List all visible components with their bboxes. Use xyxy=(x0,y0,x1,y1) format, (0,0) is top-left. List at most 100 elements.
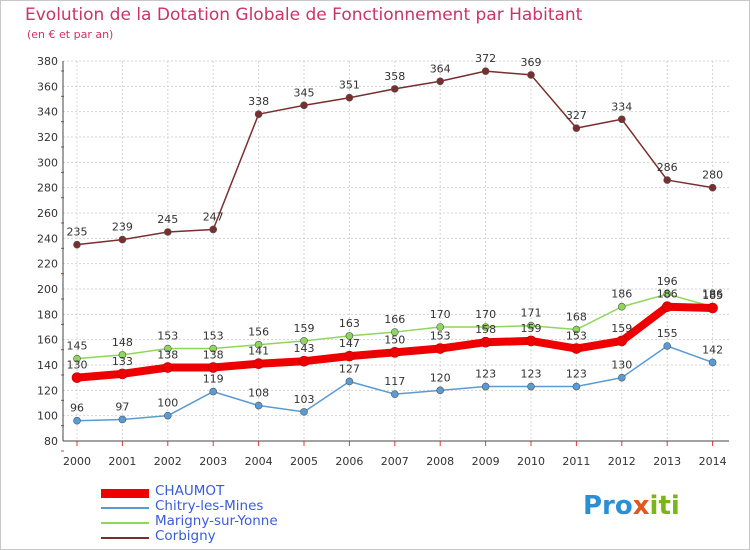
data-label-corbigny-2007: 358 xyxy=(384,70,405,83)
x-tick-label-2012: 2012 xyxy=(608,455,636,468)
data-label-marigny-sur-yonne-2012: 186 xyxy=(611,288,632,301)
point-corbigny-2014 xyxy=(708,183,717,192)
point-chaumot-2004 xyxy=(253,358,264,370)
x-tick-label-2008: 2008 xyxy=(426,455,454,468)
x-tick-label-2003: 2003 xyxy=(199,455,227,468)
data-label-chitry-les-mines-2011: 123 xyxy=(566,368,587,381)
data-label-corbigny-2006: 351 xyxy=(339,79,360,92)
data-label-chaumot-2009: 158 xyxy=(475,323,496,336)
legend-label-corbigny: Corbigny xyxy=(155,528,216,544)
legend-item-chaumot[interactable]: CHAUMOT xyxy=(101,483,361,500)
point-chaumot-2005 xyxy=(298,355,310,367)
point-chitry-les-mines-2003 xyxy=(209,387,217,396)
point-corbigny-2003 xyxy=(209,225,217,234)
point-chitry-les-mines-2005 xyxy=(300,408,308,416)
chart-subtitle: (en € et par an) xyxy=(27,28,114,41)
legend-item-corbigny[interactable]: Corbigny xyxy=(101,528,361,545)
point-chaumot-2014 xyxy=(707,302,718,314)
data-label-chitry-les-mines-2013: 155 xyxy=(657,327,678,340)
point-chitry-les-mines-2012 xyxy=(617,373,626,382)
data-label-marigny-sur-yonne-2000: 145 xyxy=(67,340,88,353)
legend-item-chitry-les-mines[interactable]: Chitry-les-Mines xyxy=(101,498,361,515)
y-tick-label-260: 260 xyxy=(37,207,58,220)
point-corbigny-2012 xyxy=(617,115,626,124)
logo-part-1: Pro xyxy=(583,491,633,521)
point-chaumot-2001 xyxy=(117,368,128,380)
x-tick-label-2011: 2011 xyxy=(562,455,590,468)
point-corbigny-2009 xyxy=(481,67,490,75)
point-chaumot-2007 xyxy=(389,347,401,358)
point-corbigny-2011 xyxy=(572,124,581,132)
y-tick-label-180: 180 xyxy=(37,308,58,321)
x-tick-label-2014: 2014 xyxy=(699,455,727,468)
y-tick-label-340: 340 xyxy=(37,106,58,119)
data-label-corbigny-2000: 235 xyxy=(67,226,88,239)
point-marigny-sur-yonne-2001 xyxy=(118,351,127,359)
data-label-chaumot-2010: 159 xyxy=(521,322,542,335)
x-tick-label-2009: 2009 xyxy=(472,455,500,468)
data-label-chaumot-2002: 138 xyxy=(157,349,178,362)
data-label-chaumot-2013: 186 xyxy=(657,288,678,301)
x-tick-label-2005: 2005 xyxy=(290,455,318,468)
data-label-chitry-les-mines-2004: 108 xyxy=(248,387,269,400)
data-label-marigny-sur-yonne-2001: 148 xyxy=(112,336,133,349)
legend-swatch-corbigny xyxy=(101,537,149,539)
point-corbigny-2004 xyxy=(254,110,263,118)
point-corbigny-2005 xyxy=(300,101,308,110)
point-chaumot-2013 xyxy=(661,301,673,313)
data-label-chaumot-2000: 130 xyxy=(67,359,88,372)
y-tick-label-160: 160 xyxy=(37,334,58,347)
y-tick-label-360: 360 xyxy=(37,80,58,93)
y-tick-label-140: 140 xyxy=(37,359,58,372)
data-label-corbigny-2011: 327 xyxy=(566,109,587,122)
data-label-chitry-les-mines-2000: 96 xyxy=(70,402,84,415)
point-chitry-les-mines-2014 xyxy=(708,358,717,367)
data-label-marigny-sur-yonne-2013: 196 xyxy=(657,275,678,288)
data-label-marigny-sur-yonne-2003: 153 xyxy=(203,330,224,343)
data-label-corbigny-2013: 286 xyxy=(657,161,678,174)
data-label-marigny-sur-yonne-2007: 166 xyxy=(384,313,405,326)
point-marigny-sur-yonne-2004 xyxy=(254,340,263,349)
point-marigny-sur-yonne-2003 xyxy=(209,344,217,353)
legend-swatch-chaumot xyxy=(101,489,149,498)
point-marigny-sur-yonne-2008 xyxy=(436,323,445,331)
y-tick-label-220: 220 xyxy=(37,258,58,271)
point-corbigny-2002 xyxy=(164,228,172,236)
x-tick-label-2010: 2010 xyxy=(517,455,545,468)
x-tick-label-2006: 2006 xyxy=(335,455,363,468)
data-label-chitry-les-mines-2001: 97 xyxy=(115,400,129,413)
legend-swatch-chitry-les-mines xyxy=(101,507,149,509)
data-label-chaumot-2012: 159 xyxy=(611,322,632,335)
point-chitry-les-mines-2009 xyxy=(481,382,490,391)
x-tick-label-2002: 2002 xyxy=(154,455,182,468)
data-label-chaumot-2007: 150 xyxy=(384,333,405,346)
point-chaumot-2000 xyxy=(71,372,83,383)
data-label-marigny-sur-yonne-2005: 159 xyxy=(294,322,315,335)
data-label-corbigny-2014: 280 xyxy=(702,169,723,182)
data-label-marigny-sur-yonne-2006: 163 xyxy=(339,317,360,330)
legend-label-chaumot: CHAUMOT xyxy=(155,483,225,499)
point-chitry-les-mines-2001 xyxy=(118,415,127,424)
legend-swatch-marigny-sur-yonne xyxy=(101,522,149,524)
point-marigny-sur-yonne-2010 xyxy=(527,321,535,330)
point-marigny-sur-yonne-2011 xyxy=(572,325,581,334)
data-label-corbigny-2009: 372 xyxy=(475,52,496,65)
x-tick-label-2004: 2004 xyxy=(245,455,273,468)
data-label-chaumot-2014: 185 xyxy=(702,289,723,302)
x-tick-label-2007: 2007 xyxy=(381,455,409,468)
data-label-corbigny-2010: 369 xyxy=(521,56,542,69)
point-corbigny-2007 xyxy=(390,85,399,93)
logo-part-3: iti xyxy=(649,491,680,521)
data-label-marigny-sur-yonne-2002: 153 xyxy=(157,330,178,343)
point-marigny-sur-yonne-2002 xyxy=(164,344,172,353)
data-label-chitry-les-mines-2005: 103 xyxy=(294,393,315,406)
data-label-chaumot-2003: 138 xyxy=(203,349,224,362)
point-chitry-les-mines-2010 xyxy=(527,382,535,391)
point-chitry-les-mines-2004 xyxy=(254,401,263,410)
proxiti-logo: Proxiti xyxy=(583,491,680,521)
data-label-marigny-sur-yonne-2004: 156 xyxy=(248,326,269,339)
legend-item-marigny-sur-yonne[interactable]: Marigny-sur-Yonne xyxy=(101,513,361,530)
data-label-chitry-les-mines-2008: 120 xyxy=(430,371,451,384)
